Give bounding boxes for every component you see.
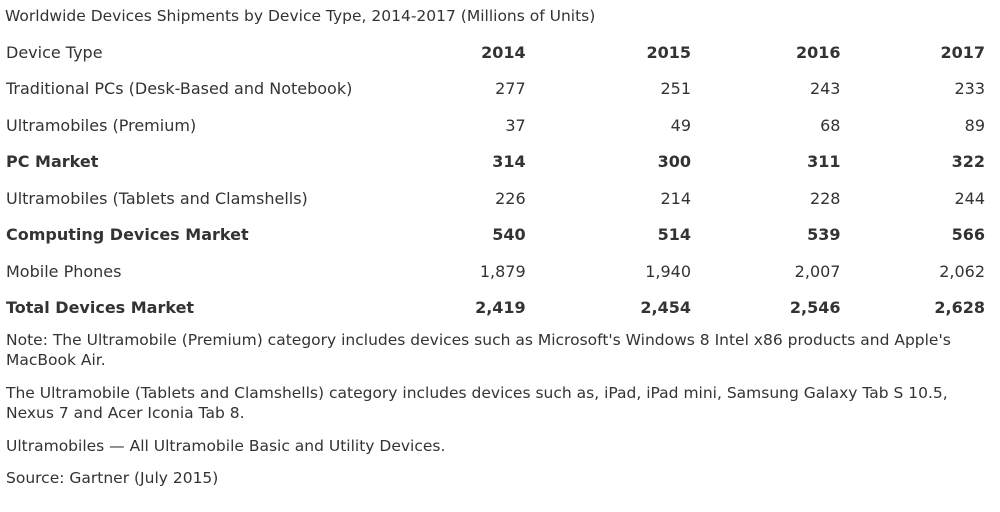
note-ultramobiles-definition: Ultramobiles — All Ultramobile Basic and… [6,437,446,455]
shipments-table: Device Type 2014 2015 2016 2017 Traditio… [0,34,985,326]
table-row: Mobile Phones 1,879 1,940 2,007 2,062 [0,253,985,290]
cell-value: 2,062 [939,261,985,281]
cell-value: 89 [964,115,985,135]
cell-value: 540 [492,225,526,245]
cell-value: 243 [809,79,841,99]
row-label: Computing Devices Market [6,225,249,245]
table-row: Ultramobiles (Tablets and Clamshells) 22… [0,180,985,217]
cell-value: 228 [809,188,841,208]
cell-value: 322 [951,152,985,172]
cell-value: 49 [670,115,692,135]
cell-value: 233 [954,79,985,99]
cell-value: 251 [660,79,692,99]
cell-value: 2,007 [794,261,841,281]
cell-value: 2,419 [475,298,526,318]
table-row: Ultramobiles (Premium) 37 49 68 89 [0,107,985,144]
table-row-subtotal: Computing Devices Market 540 514 539 566 [0,217,985,254]
cell-value: 1,940 [645,261,692,281]
cell-value: 566 [951,225,985,245]
cell-value: 244 [954,188,985,208]
table-notes: Note: The Ultramobile (Premium) category… [6,330,996,501]
note-ultramobile-tablets: The Ultramobile (Tablets and Clamshells)… [6,384,948,422]
row-label: Traditional PCs (Desk-Based and Notebook… [6,79,353,99]
cell-value: 68 [820,115,841,135]
cell-value: 2,628 [934,298,985,318]
cell-value: 37 [505,115,526,135]
row-label: Mobile Phones [6,261,122,281]
table-row-subtotal: PC Market 314 300 311 322 [0,144,985,181]
table-caption: Worldwide Devices Shipments by Device Ty… [5,7,596,25]
cell-value: 314 [492,152,526,172]
note-ultramobile-premium: Note: The Ultramobile (Premium) category… [6,331,951,369]
header-year-2014: 2014 [481,42,526,62]
cell-value: 226 [495,188,526,208]
row-label: Ultramobiles (Tablets and Clamshells) [6,188,308,208]
cell-value: 300 [657,152,692,172]
header-device-type: Device Type [6,42,103,62]
cell-value: 214 [660,188,692,208]
header-year-2016: 2016 [795,42,841,62]
cell-value: 2,454 [640,298,692,318]
cell-value: 539 [807,225,841,245]
table-header-row: Device Type 2014 2015 2016 2017 [0,34,985,71]
row-label: Total Devices Market [6,298,195,318]
source-note: Source: Gartner (July 2015) [6,469,219,487]
cell-value: 1,879 [479,261,526,281]
row-label: PC Market [6,152,99,172]
header-year-2017: 2017 [940,42,985,62]
cell-value: 2,546 [789,298,841,318]
row-label: Ultramobiles (Premium) [6,115,197,135]
cell-value: 514 [657,225,692,245]
table-row: Traditional PCs (Desk-Based and Notebook… [0,71,985,108]
header-year-2015: 2015 [646,42,692,62]
cell-value: 277 [495,79,526,99]
cell-value: 311 [807,152,841,172]
table-row-total: Total Devices Market 2,419 2,454 2,546 2… [0,290,985,327]
